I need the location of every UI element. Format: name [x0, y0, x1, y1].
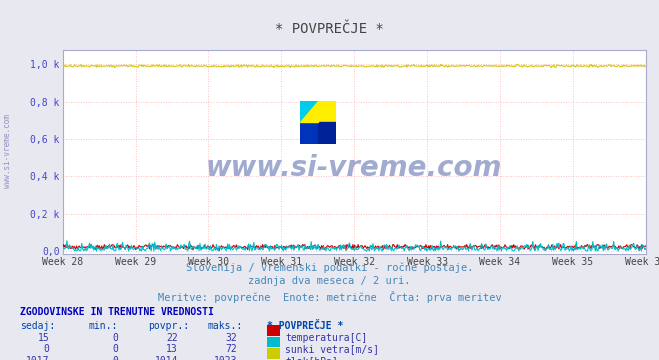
Text: 0: 0: [43, 344, 49, 354]
Text: ZGODOVINSKE IN TRENUTNE VREDNOSTI: ZGODOVINSKE IN TRENUTNE VREDNOSTI: [20, 307, 214, 317]
Text: 1023: 1023: [214, 356, 237, 360]
Text: Slovenija / vremenski podatki - ročne postaje.: Slovenija / vremenski podatki - ročne po…: [186, 262, 473, 273]
Bar: [318, 101, 336, 122]
Text: * POVPREČJE *: * POVPREČJE *: [275, 22, 384, 36]
Text: 15: 15: [38, 333, 49, 343]
Polygon shape: [300, 101, 318, 122]
Text: povpr.:: povpr.:: [148, 321, 189, 331]
Text: tlak[hPa]: tlak[hPa]: [285, 356, 338, 360]
Text: 72: 72: [225, 344, 237, 354]
Bar: [300, 101, 318, 122]
Polygon shape: [300, 101, 318, 122]
Text: 1017: 1017: [26, 356, 49, 360]
Text: min.:: min.:: [89, 321, 119, 331]
Bar: [300, 122, 318, 144]
Text: Meritve: povprečne  Enote: metrične  Črta: prva meritev: Meritve: povprečne Enote: metrične Črta:…: [158, 291, 501, 303]
Text: 22: 22: [166, 333, 178, 343]
Text: 0: 0: [113, 333, 119, 343]
Text: www.si-vreme.com: www.si-vreme.com: [3, 114, 13, 188]
Text: 0: 0: [113, 344, 119, 354]
Text: sedaj:: sedaj:: [20, 321, 55, 331]
Text: www.si-vreme.com: www.si-vreme.com: [206, 154, 502, 183]
Bar: [318, 122, 336, 144]
Text: temperatura[C]: temperatura[C]: [285, 333, 368, 343]
Text: 13: 13: [166, 344, 178, 354]
Text: zadnja dva meseca / 2 uri.: zadnja dva meseca / 2 uri.: [248, 276, 411, 287]
Text: maks.:: maks.:: [208, 321, 243, 331]
Text: 0: 0: [113, 356, 119, 360]
Text: 1014: 1014: [154, 356, 178, 360]
Text: * POVPREČJE *: * POVPREČJE *: [267, 321, 343, 331]
Text: 32: 32: [225, 333, 237, 343]
Text: sunki vetra[m/s]: sunki vetra[m/s]: [285, 344, 380, 354]
